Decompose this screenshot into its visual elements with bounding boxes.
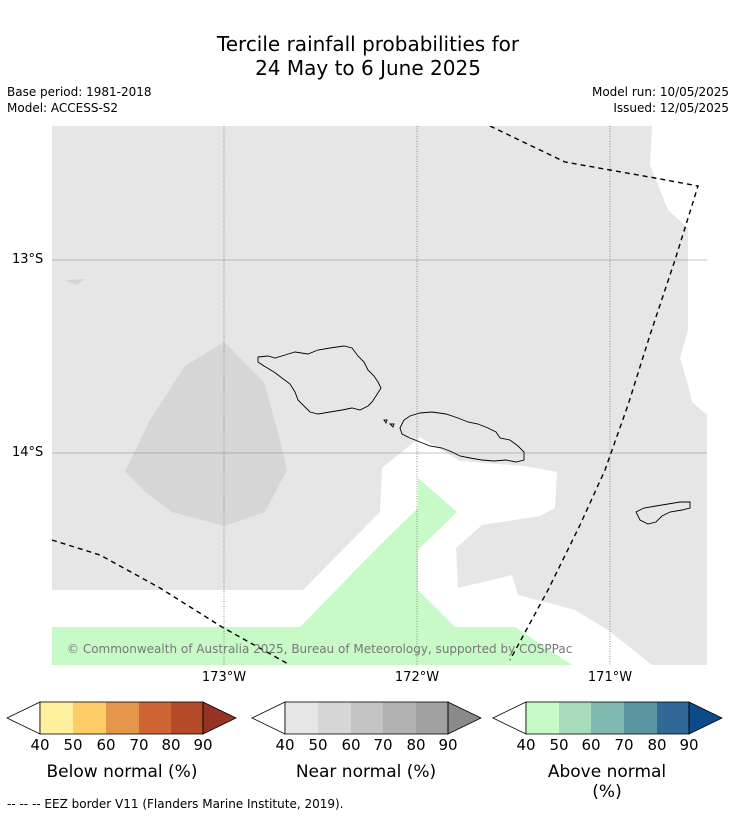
- cb-below-tick: 70: [129, 736, 149, 754]
- model-run: Model run: 10/05/2025: [591, 85, 729, 99]
- cb-above-tick: 90: [679, 736, 699, 754]
- cb-above-tick: 70: [614, 736, 634, 754]
- cb-near-tick: 50: [308, 736, 328, 754]
- map-title-line2: 24 May to 6 June 2025: [255, 56, 481, 80]
- apolima-island: [388, 423, 395, 428]
- eez-border-north: [489, 126, 699, 661]
- copyright-notice: © Commonwealth of Australia 2025, Bureau…: [67, 642, 573, 656]
- cb-below-tick: 60: [96, 736, 116, 754]
- eez-border-southwest: [52, 539, 291, 665]
- colorbar-near: [251, 701, 482, 735]
- cb-above-tick: 60: [581, 736, 601, 754]
- lon-label-173w: 173°W: [201, 670, 247, 685]
- cb-above-title: Above normal (%): [547, 762, 667, 802]
- cb-near-tick: 80: [406, 736, 426, 754]
- near-normal-blob: [64, 279, 86, 285]
- near-normal-region: [52, 126, 707, 665]
- colorbar-above: [492, 701, 723, 735]
- lat-label-14s: 14°S: [12, 445, 44, 460]
- near-normal-patch: [125, 342, 287, 526]
- cb-below-tick: 40: [30, 736, 50, 754]
- eez-footnote: -- -- -- EEZ border V11 (Flanders Marine…: [7, 797, 344, 811]
- cb-below-tick: 90: [193, 736, 213, 754]
- cb-above-tick: 50: [549, 736, 569, 754]
- lon-label-172w: 172°W: [394, 670, 440, 685]
- map-title-line1: Tercile rainfall probabilities for: [216, 32, 520, 56]
- manono-island: [383, 419, 388, 425]
- lon-label-171w: 171°W: [587, 670, 633, 685]
- cb-above-tick: 80: [647, 736, 667, 754]
- base-period: Base period: 1981-2018: [7, 85, 152, 99]
- issued-date: Issued: 12/05/2025: [613, 101, 729, 115]
- cb-near-tick: 90: [438, 736, 458, 754]
- cb-near-title: Near normal (%): [295, 762, 437, 782]
- savaii-island: [257, 345, 382, 415]
- cb-below-tick: 80: [161, 736, 181, 754]
- cb-near-tick: 70: [373, 736, 393, 754]
- model-name: Model: ACCESS-S2: [7, 101, 119, 115]
- above-normal-region: [52, 478, 572, 665]
- tutuila-island: [635, 501, 691, 525]
- cb-below-tick: 50: [63, 736, 83, 754]
- cb-near-tick: 40: [275, 736, 295, 754]
- colorbar-below: [6, 701, 237, 735]
- cb-below-title: Below normal (%): [46, 762, 198, 782]
- cb-near-tick: 60: [341, 736, 361, 754]
- lat-label-13s: 13°S: [12, 252, 44, 267]
- cb-above-tick: 40: [516, 736, 536, 754]
- upolu-island: [399, 411, 525, 463]
